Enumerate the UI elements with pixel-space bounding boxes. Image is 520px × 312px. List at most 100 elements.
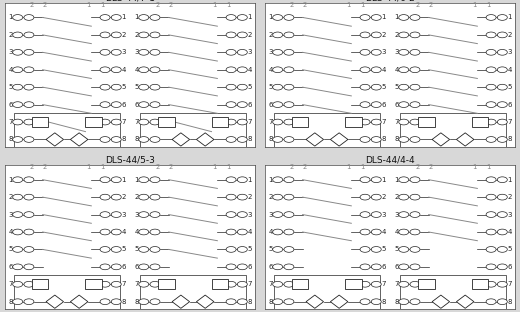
Text: 7: 7: [394, 281, 399, 287]
Text: 7: 7: [8, 119, 12, 125]
Bar: [85, 117, 102, 127]
Text: 4: 4: [248, 67, 252, 73]
Circle shape: [410, 67, 420, 73]
Text: 1: 1: [100, 2, 105, 8]
Circle shape: [226, 281, 236, 287]
Circle shape: [399, 84, 409, 90]
Circle shape: [139, 50, 149, 55]
Text: 1: 1: [508, 177, 512, 183]
Text: 4: 4: [134, 229, 139, 235]
Circle shape: [24, 32, 34, 38]
Circle shape: [111, 15, 121, 20]
Circle shape: [371, 264, 381, 270]
Text: 2: 2: [29, 164, 34, 170]
Text: 8: 8: [248, 299, 252, 305]
Circle shape: [284, 194, 294, 200]
Circle shape: [284, 102, 294, 107]
Circle shape: [272, 194, 283, 200]
Circle shape: [410, 299, 420, 305]
Circle shape: [360, 177, 370, 183]
Text: 1: 1: [213, 2, 217, 8]
Text: 2: 2: [248, 194, 252, 200]
Circle shape: [12, 212, 23, 217]
Circle shape: [272, 67, 283, 73]
Circle shape: [399, 32, 409, 38]
Circle shape: [399, 212, 409, 217]
Circle shape: [486, 84, 496, 90]
Bar: [472, 280, 488, 289]
Circle shape: [399, 229, 409, 235]
Bar: [418, 280, 435, 289]
Text: 7: 7: [121, 281, 126, 287]
Circle shape: [371, 212, 381, 217]
Text: 4: 4: [8, 229, 12, 235]
Circle shape: [399, 177, 409, 183]
Bar: [400, 113, 506, 149]
Circle shape: [360, 264, 370, 270]
Text: 3: 3: [394, 49, 399, 55]
Text: 1: 1: [8, 14, 12, 21]
Circle shape: [486, 177, 496, 183]
Circle shape: [90, 281, 100, 287]
Polygon shape: [432, 295, 450, 308]
Text: 2: 2: [155, 164, 160, 170]
Bar: [472, 117, 488, 127]
Text: 6: 6: [381, 264, 386, 270]
Polygon shape: [172, 295, 190, 308]
Circle shape: [486, 212, 496, 217]
Circle shape: [360, 32, 370, 38]
Circle shape: [237, 264, 248, 270]
Circle shape: [139, 137, 149, 142]
Circle shape: [139, 281, 149, 287]
Circle shape: [284, 229, 294, 235]
Circle shape: [226, 50, 236, 55]
Circle shape: [150, 119, 160, 125]
Circle shape: [497, 102, 508, 107]
Circle shape: [90, 119, 100, 125]
Circle shape: [371, 67, 381, 73]
Text: 5: 5: [248, 84, 252, 90]
Circle shape: [360, 67, 370, 73]
Circle shape: [111, 67, 121, 73]
Text: 1: 1: [86, 164, 91, 170]
Circle shape: [139, 212, 149, 217]
Text: 4: 4: [121, 229, 126, 235]
Circle shape: [399, 102, 409, 107]
Text: 5: 5: [134, 84, 139, 90]
Text: 8: 8: [381, 299, 386, 305]
Circle shape: [237, 194, 248, 200]
Circle shape: [360, 229, 370, 235]
Circle shape: [100, 137, 110, 142]
Circle shape: [150, 102, 160, 107]
Circle shape: [100, 32, 110, 38]
Circle shape: [360, 246, 370, 252]
Circle shape: [410, 264, 420, 270]
Text: 6: 6: [8, 264, 12, 270]
Text: 6: 6: [268, 264, 272, 270]
Text: 2: 2: [169, 164, 173, 170]
Circle shape: [12, 137, 23, 142]
Circle shape: [226, 212, 236, 217]
Text: 2: 2: [43, 164, 47, 170]
Circle shape: [410, 137, 420, 142]
Circle shape: [486, 102, 496, 107]
Text: 3: 3: [248, 49, 252, 55]
Polygon shape: [306, 295, 323, 308]
Text: 2: 2: [429, 2, 433, 8]
Bar: [140, 113, 246, 149]
Text: 4: 4: [508, 229, 512, 235]
Circle shape: [24, 299, 34, 305]
Text: 1: 1: [268, 177, 272, 183]
Text: 2: 2: [303, 164, 307, 170]
Circle shape: [24, 212, 34, 217]
Text: 1: 1: [121, 177, 126, 183]
Circle shape: [486, 67, 496, 73]
Circle shape: [226, 67, 236, 73]
Text: 1: 1: [486, 2, 491, 8]
Circle shape: [399, 246, 409, 252]
Text: 8: 8: [268, 136, 272, 143]
Circle shape: [237, 229, 248, 235]
Text: 8: 8: [394, 136, 399, 143]
Text: 7: 7: [508, 119, 512, 125]
Circle shape: [139, 229, 149, 235]
